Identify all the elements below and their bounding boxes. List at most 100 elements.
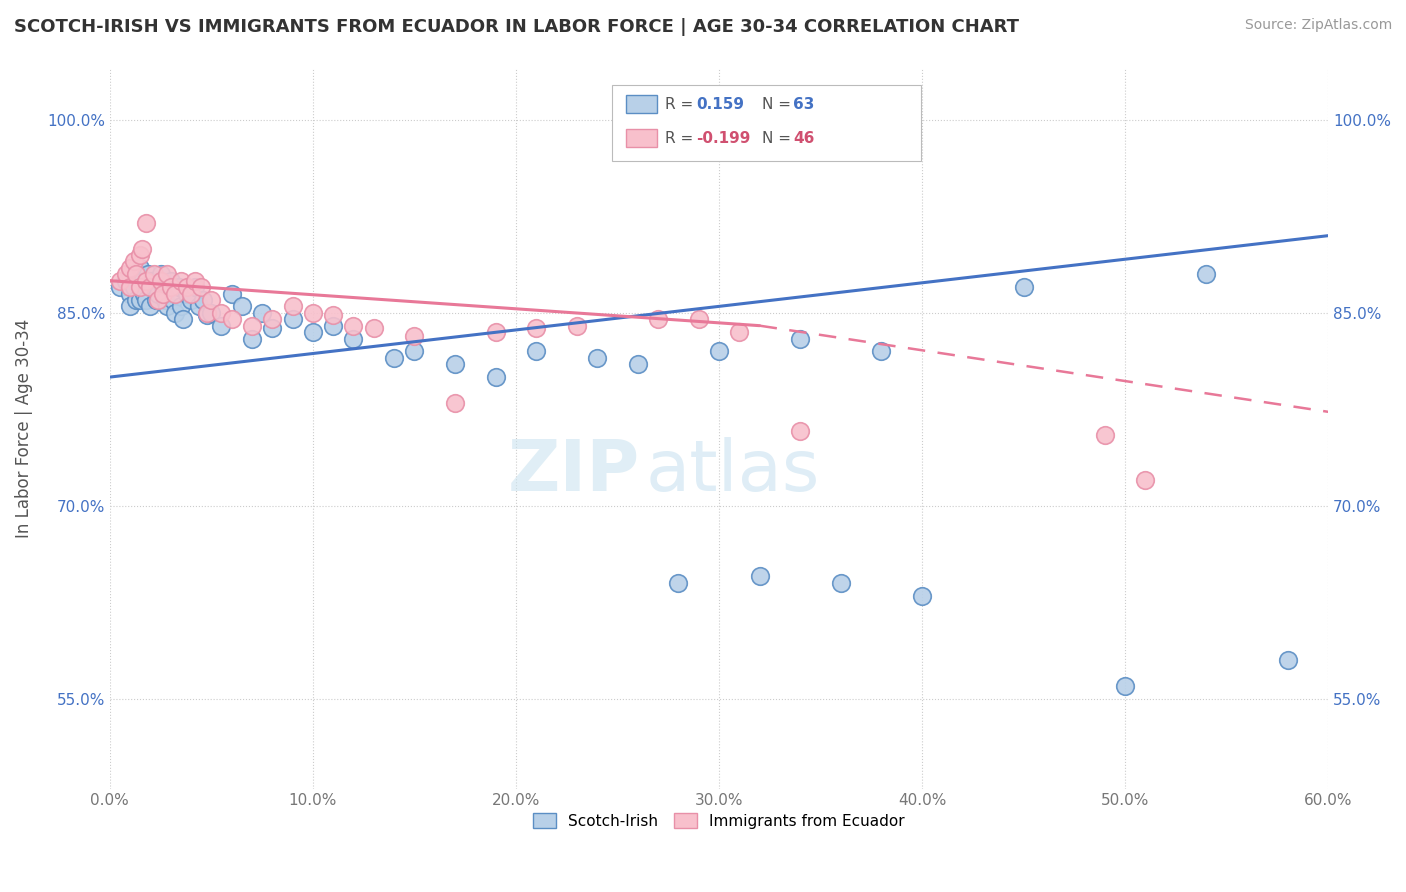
Point xyxy=(382,351,405,365)
Point xyxy=(120,299,142,313)
Point xyxy=(363,321,385,335)
Point xyxy=(129,293,152,307)
Point xyxy=(195,306,218,320)
Point xyxy=(159,274,181,288)
Point xyxy=(163,286,186,301)
Point xyxy=(129,280,152,294)
Text: Source: ZipAtlas.com: Source: ZipAtlas.com xyxy=(1244,18,1392,32)
Point xyxy=(342,332,364,346)
Point xyxy=(707,344,730,359)
Point xyxy=(301,325,323,339)
Point xyxy=(139,280,162,294)
Point xyxy=(1094,428,1116,442)
Text: ZIP: ZIP xyxy=(508,437,640,507)
Point xyxy=(444,396,467,410)
Y-axis label: In Labor Force | Age 30-34: In Labor Force | Age 30-34 xyxy=(15,319,32,538)
Point xyxy=(188,299,211,313)
Point xyxy=(789,424,811,438)
Point xyxy=(830,575,852,590)
Point xyxy=(262,312,284,326)
Point xyxy=(322,309,344,323)
Legend: Scotch-Irish, Immigrants from Ecuador: Scotch-Irish, Immigrants from Ecuador xyxy=(527,806,911,835)
Text: 63: 63 xyxy=(793,97,814,112)
Point xyxy=(524,344,547,359)
Point xyxy=(131,274,153,288)
Point xyxy=(115,274,138,288)
Point xyxy=(404,344,426,359)
Point xyxy=(565,318,588,333)
Point xyxy=(1195,267,1218,281)
Point xyxy=(586,351,609,365)
Point xyxy=(125,293,148,307)
Point xyxy=(145,293,167,307)
Point xyxy=(149,274,172,288)
Point xyxy=(134,286,156,301)
Point xyxy=(180,293,202,307)
Point xyxy=(184,274,207,288)
Point xyxy=(666,575,689,590)
Point xyxy=(155,299,177,313)
Text: N =: N = xyxy=(762,97,796,112)
Point xyxy=(209,318,232,333)
Point xyxy=(162,293,184,307)
Point xyxy=(148,286,170,301)
Point xyxy=(221,312,243,326)
Text: SCOTCH-IRISH VS IMMIGRANTS FROM ECUADOR IN LABOR FORCE | AGE 30-34 CORRELATION C: SCOTCH-IRISH VS IMMIGRANTS FROM ECUADOR … xyxy=(14,18,1019,36)
Point xyxy=(159,280,181,294)
Point xyxy=(789,332,811,346)
Point xyxy=(484,325,506,339)
Point xyxy=(184,280,207,294)
Point xyxy=(281,312,304,326)
Point xyxy=(728,325,751,339)
Point xyxy=(200,293,222,307)
Point xyxy=(524,321,547,335)
Text: atlas: atlas xyxy=(645,437,820,507)
Point xyxy=(322,318,344,333)
Point xyxy=(231,299,253,313)
Point xyxy=(1277,653,1299,667)
Text: R =: R = xyxy=(665,97,699,112)
Point xyxy=(148,293,170,307)
Point xyxy=(122,280,145,294)
Point xyxy=(404,329,426,343)
Point xyxy=(120,260,142,275)
Text: -0.199: -0.199 xyxy=(696,131,751,145)
Point xyxy=(688,312,710,326)
Point xyxy=(301,306,323,320)
Point xyxy=(108,280,131,294)
Point xyxy=(115,267,138,281)
Point xyxy=(221,286,243,301)
Point xyxy=(209,306,232,320)
Point xyxy=(143,267,166,281)
Point xyxy=(172,312,194,326)
Point xyxy=(748,569,770,583)
Text: 46: 46 xyxy=(793,131,814,145)
Point xyxy=(135,274,157,288)
Point xyxy=(170,274,193,288)
Point xyxy=(240,332,263,346)
Point xyxy=(484,370,506,384)
Point xyxy=(152,280,174,294)
Point xyxy=(195,309,218,323)
Point xyxy=(1114,679,1136,693)
Point xyxy=(1135,473,1157,487)
Point xyxy=(153,293,176,307)
Point xyxy=(262,321,284,335)
Point xyxy=(139,274,162,288)
Point xyxy=(139,299,162,313)
Text: N =: N = xyxy=(762,131,796,145)
Point xyxy=(176,280,198,294)
Point xyxy=(191,293,214,307)
Point xyxy=(647,312,669,326)
Point xyxy=(155,267,177,281)
Point xyxy=(240,318,263,333)
Point xyxy=(167,280,190,294)
Point xyxy=(176,286,198,301)
Point xyxy=(627,357,650,371)
Point xyxy=(911,589,934,603)
Point xyxy=(120,280,142,294)
Point xyxy=(163,306,186,320)
Point xyxy=(135,293,157,307)
Point xyxy=(1012,280,1035,294)
Point xyxy=(108,274,131,288)
